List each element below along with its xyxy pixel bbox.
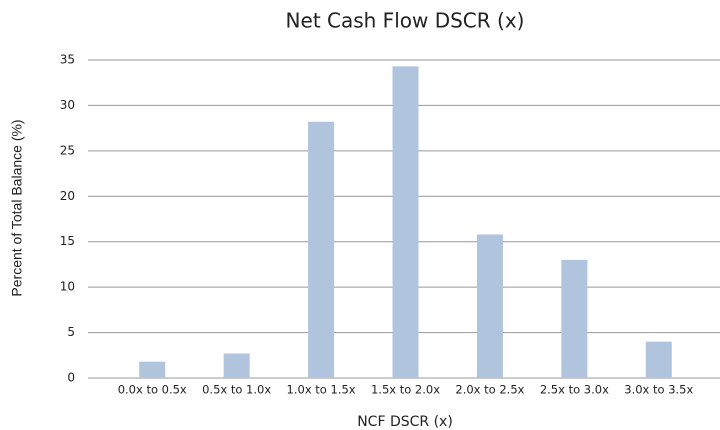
bar [223, 353, 250, 378]
y-tick-label: 35 [60, 53, 75, 67]
bar [476, 234, 503, 378]
y-tick-label: 5 [67, 325, 75, 339]
x-tick-label: 0.5x to 1.0x [202, 383, 271, 397]
x-tick-label: 2.0x to 2.5x [455, 383, 524, 397]
bar [561, 259, 588, 378]
bar [308, 121, 335, 378]
y-tick-label: 0 [67, 371, 75, 385]
chart-title: Net Cash Flow DSCR (x) [286, 9, 525, 33]
y-tick-label: 20 [60, 189, 75, 203]
x-tick-label: 0.0x to 0.5x [118, 383, 187, 397]
bar [139, 361, 166, 378]
x-axis-label: NCF DSCR (x) [357, 414, 453, 430]
y-tick-label: 25 [60, 143, 75, 157]
x-tick-label: 2.5x to 3.0x [540, 383, 609, 397]
y-tick-label: 30 [60, 98, 75, 112]
bar [645, 341, 672, 378]
x-tick-label: 1.0x to 1.5x [287, 383, 356, 397]
y-tick-label: 15 [60, 234, 75, 248]
y-tick-label: 10 [60, 280, 75, 294]
x-tick-label: 3.0x to 3.5x [624, 383, 693, 397]
x-tick-label: 1.5x to 2.0x [371, 383, 440, 397]
bar [392, 66, 419, 379]
y-axis-label: Percent of Total Balance (%) [9, 119, 25, 296]
